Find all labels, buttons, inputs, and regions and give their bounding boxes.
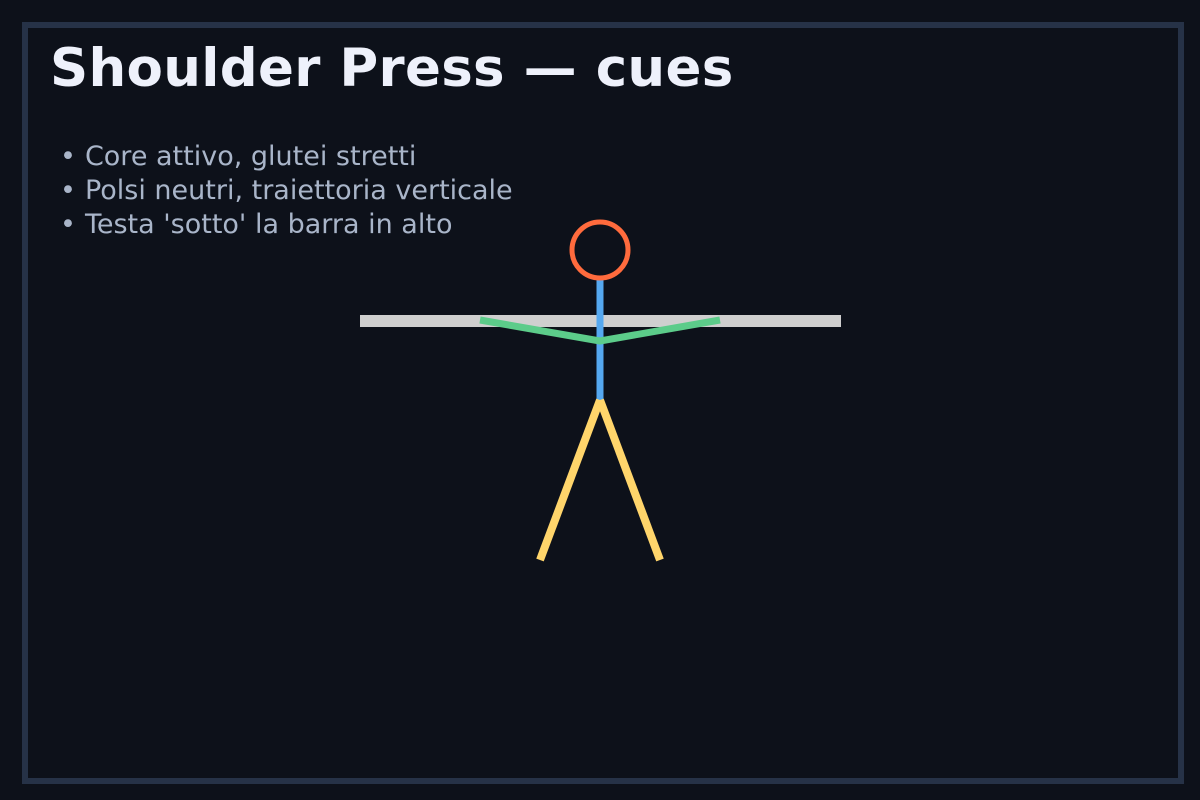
page-title: Shoulder Press — cues <box>50 38 734 99</box>
bullet-icon: • <box>60 141 76 172</box>
right-leg <box>596 398 664 562</box>
cue-item: • Polsi neutri, traiettoria verticale <box>60 174 513 208</box>
cue-item: • Core attivo, glutei stretti <box>60 140 513 174</box>
cue-text: Testa 'sotto' la barra in alto <box>84 209 453 240</box>
cue-text: Polsi neutri, traiettoria verticale <box>84 175 513 206</box>
left-leg <box>536 398 604 562</box>
bullet-icon: • <box>60 175 76 206</box>
bullet-icon: • <box>60 209 76 240</box>
arms <box>479 316 721 345</box>
cue-list: • Core attivo, glutei stretti • Polsi neut… <box>60 140 513 242</box>
cue-text: Core attivo, glutei stretti <box>84 141 417 172</box>
head <box>569 219 631 281</box>
cue-item: • Testa 'sotto' la barra in alto <box>60 208 513 242</box>
